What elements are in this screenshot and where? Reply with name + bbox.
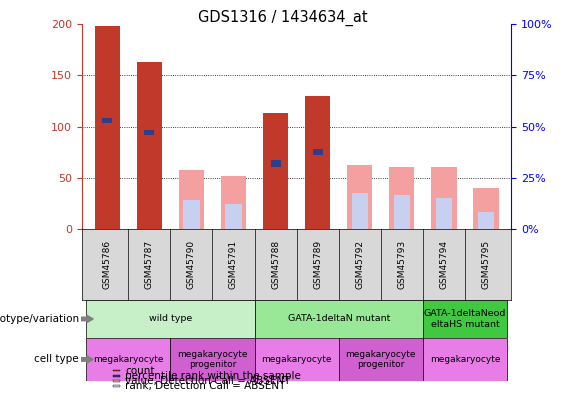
Text: megakaryocyte: megakaryocyte	[262, 355, 332, 364]
Text: megakaryocyte
progenitor: megakaryocyte progenitor	[346, 350, 416, 369]
Bar	[305, 96, 331, 229]
Bar	[144, 130, 154, 135]
Text: GSM45786: GSM45786	[103, 240, 112, 289]
Bar	[271, 160, 281, 165]
FancyArrow shape	[81, 315, 93, 322]
Bar	[339, 338, 423, 381]
Bar	[347, 165, 372, 229]
Bar	[431, 168, 457, 229]
Text: wild type: wild type	[149, 314, 192, 324]
Text: GSM45789: GSM45789	[313, 240, 322, 289]
Bar	[473, 188, 499, 229]
Text: GSM45793: GSM45793	[397, 240, 406, 289]
Bar	[254, 300, 423, 338]
Bar	[394, 195, 410, 229]
Text: percentile rank within the sample: percentile rank within the sample	[125, 371, 301, 381]
Text: value, Detection Call = ABSENT: value, Detection Call = ABSENT	[125, 376, 291, 386]
Bar	[86, 338, 170, 381]
Text: GDS1316 / 1434634_at: GDS1316 / 1434634_at	[198, 10, 367, 26]
Bar	[436, 198, 452, 229]
Bar	[351, 193, 368, 229]
Bar	[263, 168, 288, 229]
Bar	[221, 176, 246, 229]
Bar	[271, 162, 281, 167]
FancyArrow shape	[81, 356, 93, 363]
Bar	[102, 118, 112, 123]
Text: megakaryocyte
progenitor: megakaryocyte progenitor	[177, 350, 247, 369]
Bar	[312, 149, 323, 153]
Text: GSM45787: GSM45787	[145, 240, 154, 289]
Text: GSM45790: GSM45790	[187, 240, 196, 289]
Text: count: count	[125, 366, 155, 375]
Text: cell type: cell type	[34, 354, 79, 364]
Bar	[183, 200, 199, 229]
Text: GATA-1deltaNeod
eltaHS mutant: GATA-1deltaNeod eltaHS mutant	[424, 309, 506, 328]
Bar	[137, 62, 162, 229]
Text: megakaryocyte: megakaryocyte	[430, 355, 500, 364]
Text: genotype/variation: genotype/variation	[0, 314, 79, 324]
Bar	[389, 168, 415, 229]
Bar	[312, 149, 323, 155]
Text: GSM45792: GSM45792	[355, 240, 364, 289]
Bar	[478, 213, 494, 229]
Text: GATA-1deltaN mutant: GATA-1deltaN mutant	[288, 314, 390, 324]
Bar	[423, 338, 507, 381]
Text: megakaryocyte: megakaryocyte	[93, 355, 163, 364]
Bar	[254, 338, 339, 381]
Bar	[179, 170, 204, 229]
Text: GSM45794: GSM45794	[440, 240, 449, 289]
Text: GSM45788: GSM45788	[271, 240, 280, 289]
Text: GSM45791: GSM45791	[229, 240, 238, 289]
Bar	[423, 300, 507, 338]
Bar	[225, 204, 242, 229]
Bar	[263, 113, 288, 229]
Bar	[94, 26, 120, 229]
Text: rank, Detection Call = ABSENT: rank, Detection Call = ABSENT	[125, 381, 286, 391]
Text: GSM45795: GSM45795	[481, 240, 490, 289]
Bar	[170, 338, 254, 381]
Bar	[86, 300, 254, 338]
